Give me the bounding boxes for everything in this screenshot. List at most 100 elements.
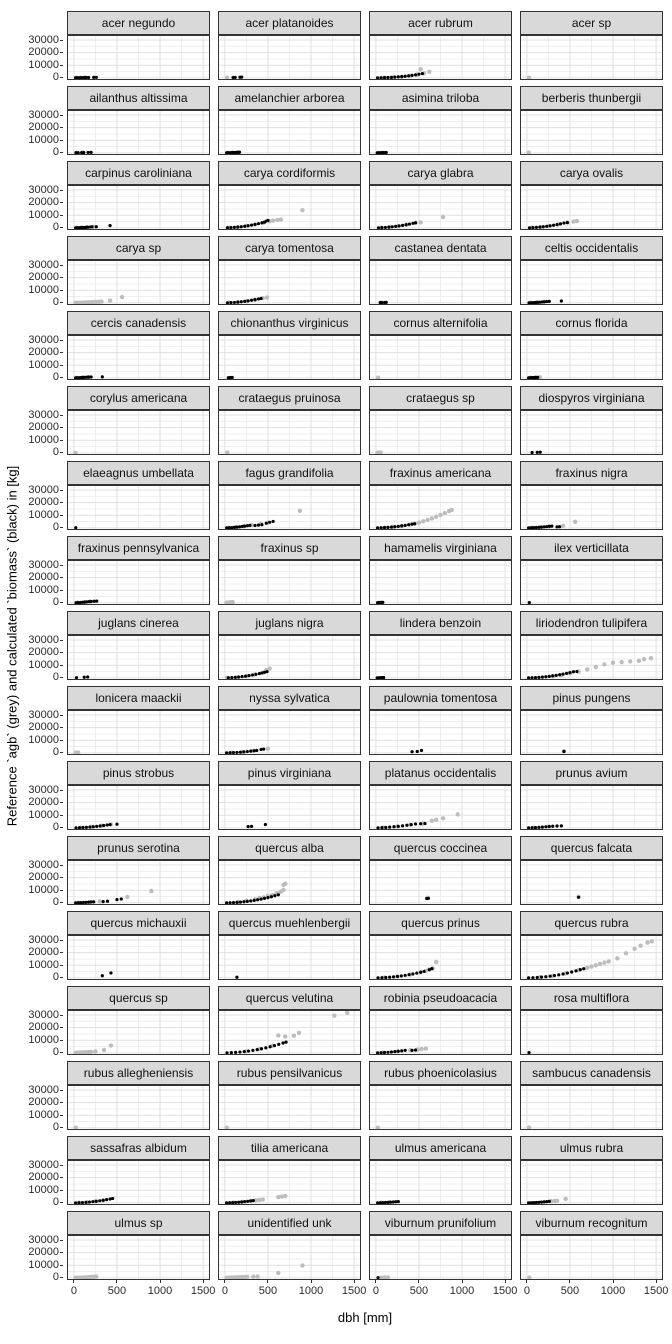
x-tick-mark bbox=[73, 1280, 75, 1283]
data-point-black bbox=[235, 975, 239, 979]
facet-plot-area bbox=[218, 860, 361, 905]
y-tick-mark bbox=[60, 414, 63, 416]
data-point-black bbox=[544, 975, 548, 979]
facet-plot-area bbox=[218, 35, 361, 80]
facet-plot-area bbox=[520, 110, 663, 155]
data-point-black bbox=[74, 676, 79, 680]
data-point-grey bbox=[75, 750, 81, 755]
facet-strip-label: cercis canadensis bbox=[90, 316, 187, 330]
y-tick-mark bbox=[60, 739, 63, 741]
y-axis-gutter: 30000 20000 10000 0 bbox=[0, 980, 67, 1058]
y-tick-label: 0 bbox=[52, 296, 59, 309]
data-point-black bbox=[231, 900, 236, 905]
y-tick-label: 30000 bbox=[28, 1158, 59, 1171]
facet-panel: juglans cinerea bbox=[67, 605, 210, 680]
y-tick-mark bbox=[60, 714, 63, 716]
data-point-black bbox=[527, 526, 531, 530]
data-point-black bbox=[95, 599, 99, 603]
data-point-grey bbox=[275, 217, 280, 223]
data-point-black bbox=[537, 675, 541, 679]
facet-strip: carya ovalis bbox=[520, 161, 663, 185]
facet-strip-label: paulownia tomentosa bbox=[383, 691, 498, 705]
data-point-black bbox=[376, 826, 380, 830]
facet-row: 30000 20000 10000 0 juglans cinerea juglans n… bbox=[0, 605, 663, 683]
data-point-black bbox=[98, 824, 102, 828]
data-point-black bbox=[240, 75, 244, 79]
data-point-grey bbox=[554, 1198, 560, 1204]
facet-plot-area bbox=[218, 935, 361, 980]
facet-plot-area bbox=[520, 35, 663, 80]
y-tick-mark bbox=[60, 1052, 63, 1054]
x-tick-mark bbox=[202, 1280, 204, 1283]
data-point-black bbox=[536, 375, 540, 379]
facet-strip-label: sassafras albidum bbox=[90, 1141, 187, 1155]
y-tick-label: 0 bbox=[52, 596, 59, 609]
data-point-black bbox=[271, 519, 275, 524]
y-tick-label: 0 bbox=[52, 971, 59, 984]
facet-plot-area bbox=[67, 335, 210, 380]
data-point-black bbox=[84, 900, 88, 904]
facet-plot-area bbox=[218, 785, 361, 830]
facet-strip-label: carya tomentosa bbox=[245, 241, 334, 255]
facet-panel: acer platanoides bbox=[218, 5, 361, 80]
facet-strip-label: juglans nigra bbox=[255, 616, 324, 630]
data-point-grey bbox=[597, 961, 603, 967]
facet-plot-area bbox=[218, 710, 361, 755]
facet-strip: chionanthus virginicus bbox=[218, 311, 361, 335]
data-point-black bbox=[77, 1201, 81, 1205]
facet-row: 30000 20000 10000 0 carpinus caroliniana cary… bbox=[0, 155, 663, 233]
y-tick-label: 10000 bbox=[28, 958, 59, 971]
data-point-black bbox=[559, 299, 563, 303]
x-tick-mark bbox=[655, 1280, 657, 1283]
facet-plot-area bbox=[520, 560, 663, 605]
facet-plot-area bbox=[218, 335, 361, 380]
data-point-grey bbox=[282, 1193, 288, 1199]
y-axis-gutter: 30000 20000 10000 0 bbox=[0, 5, 67, 83]
data-point-black bbox=[379, 1051, 383, 1055]
data-point-black bbox=[238, 900, 242, 904]
facet-plot-area bbox=[520, 635, 663, 680]
facet-strip: quercus alba bbox=[218, 836, 361, 860]
facet-panel: rubus phoenicolasius bbox=[369, 1055, 512, 1130]
data-point-black bbox=[539, 975, 544, 979]
facet-strip: liriodendron tulipifera bbox=[520, 611, 663, 635]
facet-panel: quercus velutina bbox=[218, 980, 361, 1055]
data-point-black bbox=[230, 676, 234, 680]
x-tick-label: 1500 bbox=[492, 1285, 518, 1297]
data-point-black bbox=[277, 1042, 281, 1046]
facet-panel: cercis canadensis bbox=[67, 305, 210, 380]
y-tick-label: 10000 bbox=[28, 433, 59, 446]
facet-strip: cornus florida bbox=[520, 311, 663, 335]
data-point-grey bbox=[433, 514, 439, 519]
data-point-black bbox=[80, 1200, 85, 1205]
data-point-black bbox=[256, 898, 260, 902]
data-point-black bbox=[562, 221, 566, 225]
data-point-black bbox=[236, 300, 240, 304]
y-tick-label: 20000 bbox=[28, 796, 59, 809]
facet-panel: celtis occidentalis bbox=[520, 230, 663, 305]
data-point-black bbox=[249, 749, 253, 753]
y-tick-mark bbox=[60, 889, 63, 891]
data-point-grey bbox=[572, 519, 578, 525]
data-point-grey bbox=[593, 664, 599, 670]
data-point-grey bbox=[584, 965, 590, 970]
data-point-black bbox=[225, 901, 229, 905]
facet-strip: carya cordiformis bbox=[218, 161, 361, 185]
y-tick-mark bbox=[60, 52, 63, 54]
y-tick-mark bbox=[60, 377, 63, 379]
facet-panel: rubus pensilvanicus bbox=[218, 1055, 361, 1130]
y-tick-mark bbox=[60, 1264, 63, 1266]
y-axis-gutter: 30000 20000 10000 0 bbox=[0, 530, 67, 609]
data-point-black bbox=[237, 1200, 241, 1204]
facet-panel: ailanthus altissima bbox=[67, 80, 210, 155]
data-point-black bbox=[231, 1201, 235, 1205]
facet-row: 30000 20000 10000 0 fraxinus pennsylvanica fr… bbox=[0, 530, 663, 609]
data-point-black bbox=[260, 221, 264, 225]
data-point-black bbox=[253, 523, 257, 528]
facet-plot-area bbox=[520, 185, 663, 230]
facet-panel: acer rubrum bbox=[369, 5, 512, 80]
y-tick-label: 10000 bbox=[28, 1258, 59, 1271]
facet-panel: quercus michauxii bbox=[67, 905, 210, 980]
y-tick-mark bbox=[60, 1164, 63, 1166]
facet-strip: cercis canadensis bbox=[67, 311, 210, 335]
